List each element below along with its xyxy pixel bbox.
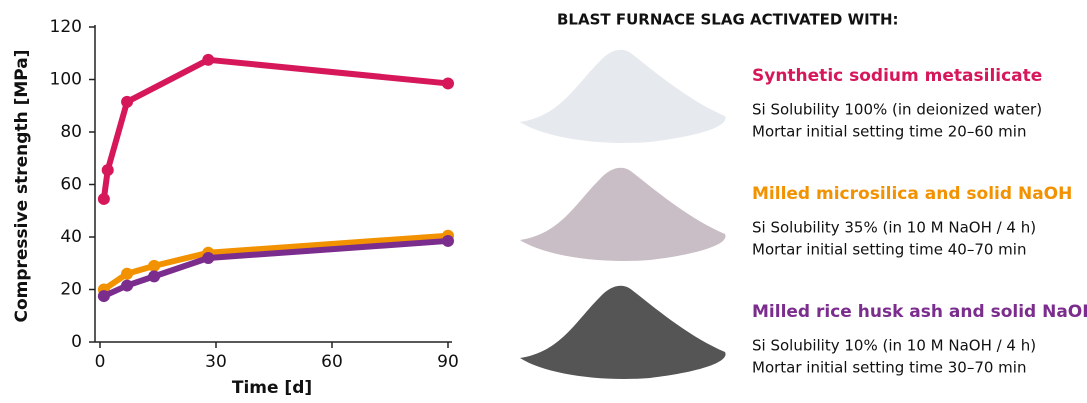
data-point bbox=[148, 259, 161, 272]
description-line: Mortar initial setting time 20–60 min bbox=[752, 123, 1026, 141]
description-line: Si Solubility 100% (in deionized water) bbox=[752, 101, 1042, 119]
y-tick-label: 40 bbox=[60, 227, 82, 247]
y-tick-label: 20 bbox=[60, 280, 82, 300]
x-tick-label: 0 bbox=[95, 352, 106, 372]
panel-title: BLAST FURNACE SLAG ACTIVATED WITH: bbox=[557, 11, 899, 29]
series-line bbox=[100, 56, 449, 200]
data-point bbox=[97, 290, 110, 303]
legend-label: Synthetic sodium metasilicate bbox=[752, 66, 1042, 86]
data-point bbox=[442, 77, 454, 90]
powder-pile bbox=[520, 49, 726, 144]
y-tick-label: 120 bbox=[50, 17, 82, 37]
y-tick-label: 0 bbox=[71, 332, 82, 352]
data-point bbox=[202, 53, 215, 66]
data-point bbox=[97, 192, 110, 205]
legend-label: Milled rice husk ash and solid NaOH bbox=[752, 302, 1087, 322]
data-point bbox=[148, 270, 161, 283]
legend-label: Milled microsilica and solid NaOH bbox=[752, 184, 1072, 204]
description-line: Mortar initial setting time 40–70 min bbox=[752, 241, 1026, 259]
data-point bbox=[121, 95, 134, 108]
x-tick-label: 90 bbox=[437, 352, 459, 372]
data-point bbox=[101, 164, 114, 177]
y-tick-label: 60 bbox=[60, 175, 82, 195]
y-tick-label: 100 bbox=[50, 70, 82, 90]
data-point bbox=[442, 234, 454, 247]
data-point bbox=[121, 267, 134, 280]
description-line: Si Solubility 35% (in 10 M NaOH / 4 h) bbox=[752, 219, 1036, 237]
powder-pile bbox=[520, 167, 726, 262]
x-tick-label: 60 bbox=[321, 352, 343, 372]
data-point bbox=[121, 279, 134, 292]
y-tick-label: 80 bbox=[60, 122, 82, 142]
x-axis-title: Time [d] bbox=[232, 378, 312, 398]
x-tick-label: 30 bbox=[205, 352, 227, 372]
powder-pile bbox=[520, 285, 726, 380]
data-point bbox=[202, 252, 215, 264]
description-line: Si Solubility 10% (in 10 M NaOH / 4 h) bbox=[752, 337, 1036, 355]
description-line: Mortar initial setting time 30–70 min bbox=[752, 359, 1026, 377]
y-axis-title: Compressive strength [MPa] bbox=[12, 49, 32, 322]
